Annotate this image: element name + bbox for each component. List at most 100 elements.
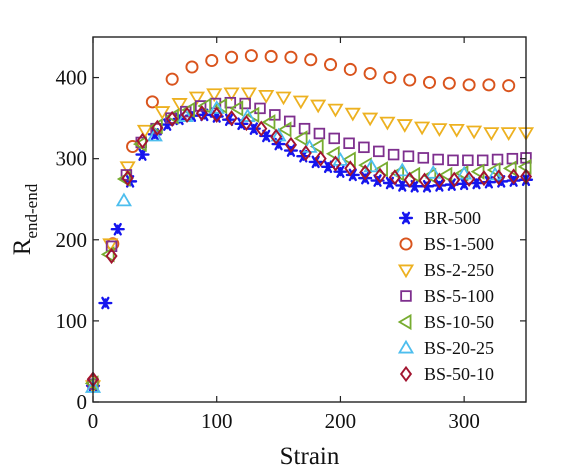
legend-marker-bs-50-10 <box>399 365 413 383</box>
data-point-bs-1-500 <box>145 95 159 109</box>
ticks-layer: 0 100 200 300 0 100 200 300 400 <box>56 37 526 433</box>
data-point-bs-50-10 <box>388 169 401 186</box>
data-point-bs-1-500 <box>462 78 476 92</box>
data-point-bs-1-500 <box>225 50 239 64</box>
data-point-bs-5-100 <box>432 153 444 166</box>
data-point-bs-2-250 <box>171 98 188 112</box>
data-point-bs-2-250 <box>258 89 275 104</box>
data-point-bs-1-500 <box>363 66 377 81</box>
data-point-br-500 <box>345 168 360 182</box>
data-point-bs-50-10 <box>314 150 327 167</box>
data-point-bs-1-500 <box>324 58 338 72</box>
data-point-bs-1-500 <box>422 75 437 89</box>
data-point-bs-50-10 <box>299 144 312 162</box>
legend-item-bs-5-100: BS-5-100 <box>400 286 494 306</box>
data-point-bs-2-250 <box>362 112 379 127</box>
data-point-bs-10-50 <box>470 163 485 180</box>
data-point-bs-2-250 <box>448 124 465 138</box>
data-point-bs-20-25 <box>115 192 133 207</box>
data-point-br-500 <box>395 179 410 192</box>
data-point-bs-5-100 <box>462 154 474 167</box>
data-point-bs-2-250 <box>396 119 413 133</box>
legend-item-bs-1-500: BS-1-500 <box>399 234 494 254</box>
data-point-bs-10-50 <box>438 166 453 183</box>
data-point-bs-5-100 <box>387 148 400 161</box>
data-point-bs-1-500 <box>383 71 397 85</box>
plot-area: 0 100 200 300 0 100 200 300 400 <box>56 36 535 433</box>
legend-marker-bs-5-100 <box>400 290 412 302</box>
data-point-bs-1-500 <box>403 73 417 87</box>
data-point-bs-5-100 <box>343 137 355 149</box>
series-layer <box>84 49 535 395</box>
y-tick-label: 200 <box>56 228 88 252</box>
data-point-bs-50-10 <box>329 155 342 172</box>
y-tick-label: 400 <box>56 66 88 90</box>
data-point-bs-50-10 <box>136 132 149 149</box>
data-point-br-500 <box>110 222 125 236</box>
data-point-br-500 <box>98 296 113 310</box>
data-point-bs-50-10 <box>255 120 268 137</box>
data-point-bs-50-10 <box>195 105 208 122</box>
data-point-bs-10-50 <box>325 145 340 162</box>
y-tick-label: 100 <box>56 309 88 333</box>
data-point-bs-10-50 <box>261 114 276 131</box>
data-point-bs-50-10 <box>225 110 238 127</box>
data-point-bs-5-100 <box>373 145 385 158</box>
legend-label: BS-10-50 <box>424 312 494 332</box>
data-point-bs-5-100 <box>328 132 340 145</box>
legend-label: BS-5-100 <box>424 286 494 306</box>
data-point-br-500 <box>259 129 274 143</box>
data-point-bs-50-10 <box>121 170 134 187</box>
data-point-br-500 <box>506 174 521 187</box>
data-point-bs-10-50 <box>486 161 501 179</box>
data-point-bs-50-10 <box>240 114 253 132</box>
data-point-bs-2-250 <box>223 87 240 102</box>
data-point-bs-1-500 <box>205 53 219 68</box>
data-point-bs-1-500 <box>343 62 357 76</box>
data-point-bs-5-100 <box>254 102 266 115</box>
legend-marker-bs-10-50 <box>397 313 412 331</box>
data-point-bs-20-25 <box>239 108 256 122</box>
data-point-bs-10-50 <box>84 375 99 392</box>
x-axis-title: Strain <box>280 443 340 470</box>
y-tick-label: 0 <box>77 390 88 414</box>
data-point-bs-50-10 <box>210 106 223 123</box>
y-axis-title: Rend-end <box>9 183 41 255</box>
data-point-bs-1-500 <box>165 72 179 86</box>
data-point-bs-2-250 <box>465 125 483 140</box>
data-point-bs-50-10 <box>507 168 520 185</box>
data-point-bs-10-50 <box>358 157 372 174</box>
legend-label: BS-20-25 <box>424 338 494 358</box>
data-point-bs-1-500 <box>502 79 516 93</box>
data-point-bs-5-100 <box>476 154 489 167</box>
data-point-bs-10-50 <box>277 121 292 138</box>
data-point-br-500 <box>135 148 150 161</box>
data-point-bs-2-250 <box>483 127 500 141</box>
y-axis-title-subscript: end-end <box>22 183 41 238</box>
data-point-bs-1-500 <box>442 76 456 90</box>
legend-label: BS-2-250 <box>424 260 494 280</box>
data-point-bs-50-10 <box>448 171 461 188</box>
data-point-br-500 <box>308 155 323 169</box>
legend-marker-bs-2-250 <box>397 264 415 279</box>
data-point-br-500 <box>457 177 472 191</box>
data-point-bs-1-500 <box>284 50 298 64</box>
data-point-bs-1-500 <box>244 49 258 63</box>
data-point-bs-5-100 <box>298 122 311 135</box>
data-point-bs-50-10 <box>477 170 491 187</box>
data-point-bs-50-10 <box>344 160 357 177</box>
data-point-bs-5-100 <box>194 100 207 112</box>
legend-label: BR-500 <box>424 208 481 228</box>
data-point-bs-5-100 <box>491 153 504 166</box>
legend-label: BS-1-500 <box>424 234 494 254</box>
data-point-br-500 <box>333 165 348 178</box>
y-axis-title-main: R <box>9 238 36 255</box>
data-point-bs-50-10 <box>105 247 118 265</box>
data-point-bs-2-250 <box>188 91 206 106</box>
data-point-bs-2-250 <box>431 123 448 137</box>
data-point-bs-50-10 <box>373 167 387 184</box>
data-point-bs-50-10 <box>359 164 372 181</box>
data-point-bs-2-250 <box>500 127 517 141</box>
data-point-bs-5-100 <box>105 240 118 253</box>
data-point-bs-20-25 <box>208 100 225 114</box>
